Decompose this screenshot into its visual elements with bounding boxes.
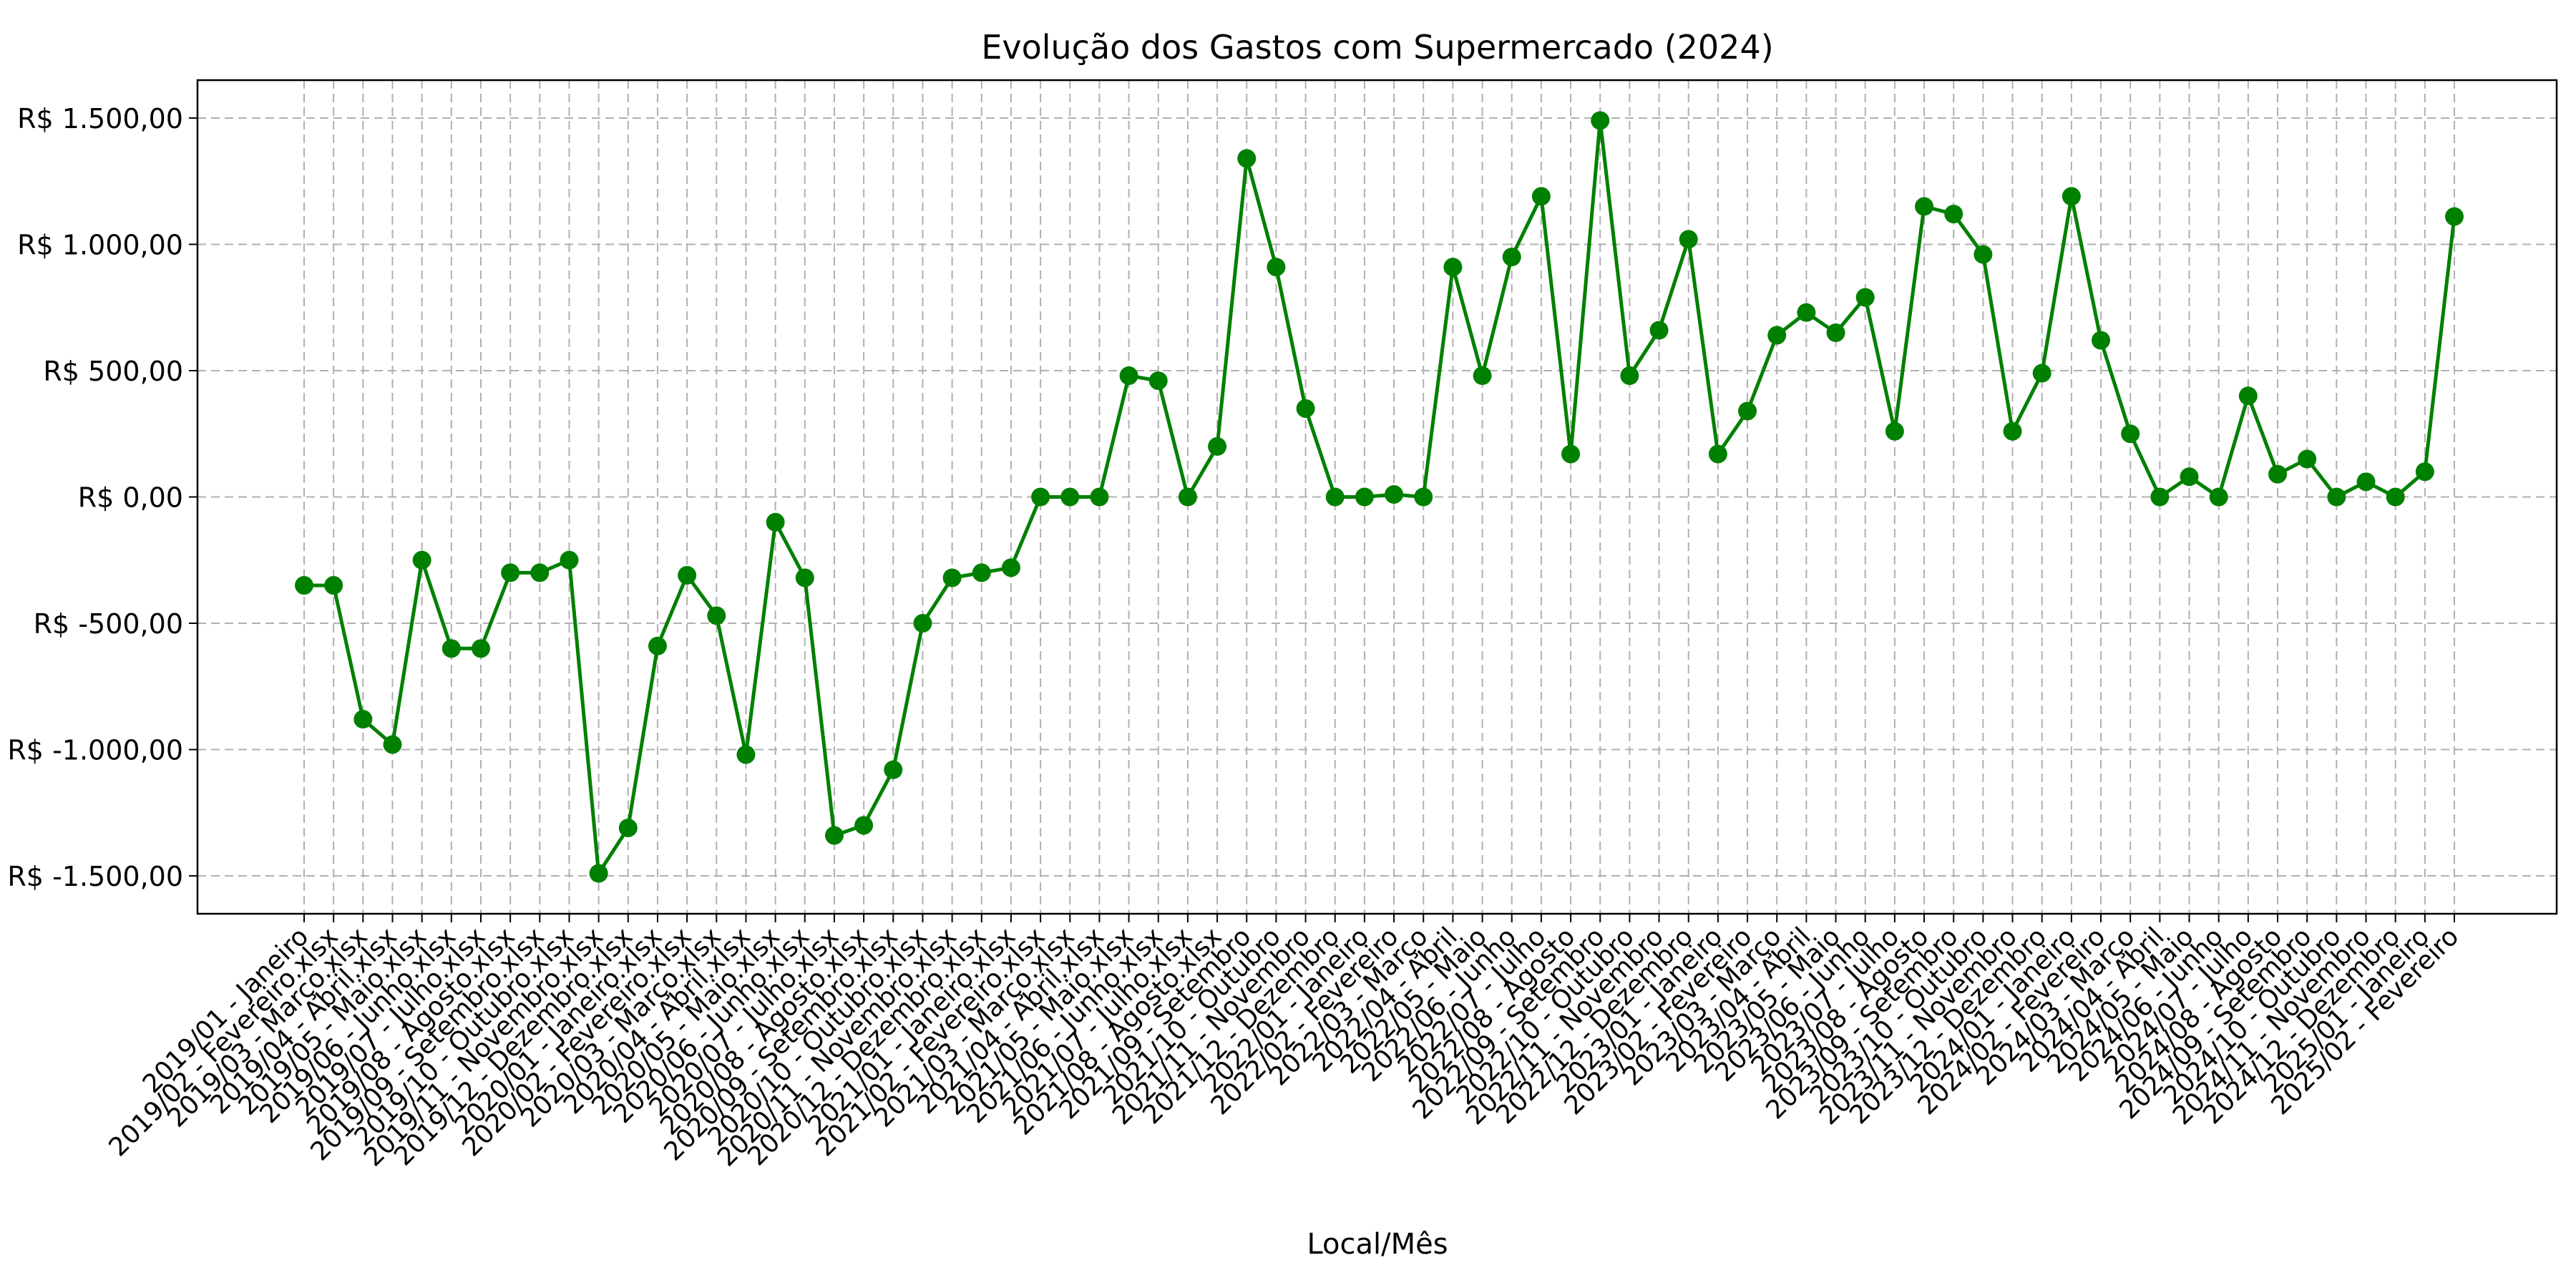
data-point [1826,323,1845,343]
data-point [618,818,638,837]
y-tick-label: R$ -1.000,00 [7,735,183,766]
data-point [2386,487,2405,507]
data-point [1767,326,1787,345]
data-point [1738,401,1757,421]
data-point [1591,111,1610,130]
data-point [824,826,844,845]
y-tick-label: R$ -500,00 [34,608,183,640]
data-point [1708,444,1727,464]
data-point [1620,366,1639,386]
data-point [1649,321,1669,340]
chart-title: Evolução dos Gastos com Supermercado (20… [981,28,1773,67]
data-point [1855,288,1875,307]
data-point [560,550,579,570]
data-point [2327,487,2346,507]
y-tick-label: R$ 500,00 [43,356,183,387]
data-point [2445,207,2464,226]
data-point [2003,421,2022,441]
data-point [2121,424,2140,444]
y-axis: R$ -1.500,00 R$ -1.000,00 R$ -500,00 R$ 0,0… [7,103,197,892]
data-point [2415,462,2434,482]
data-point [412,550,431,570]
data-point [1148,371,1168,391]
data-point [1090,487,1109,507]
x-axis-label: Local/Mês [1307,1228,1448,1261]
data-point [2298,449,2317,469]
data-point [972,563,991,582]
data-point [1885,421,1904,441]
data-point [1178,487,1197,507]
y-tick-label: R$ 0,00 [78,482,183,514]
data-point [2150,487,2170,507]
data-point [2268,464,2288,484]
data-point [530,563,550,582]
y-tick-label: R$ -1.500,00 [7,861,183,892]
data-point [648,636,667,655]
data-point [1679,230,1698,249]
data-point [2356,472,2376,492]
data-point [353,710,373,729]
data-point [1119,366,1138,386]
data-point [1031,487,1050,507]
data-point [1502,248,1521,267]
data-point [1325,487,1345,507]
data-point [1974,245,1993,264]
data-point [707,606,726,625]
data-point [854,816,874,835]
y-tick-label: R$ 1.000,00 [17,229,183,260]
data-point [324,576,343,595]
data-point [2209,487,2228,507]
data-point [1915,197,1934,216]
data-point [441,639,461,658]
data-point [913,614,932,633]
data-point [795,568,814,587]
data-point [1443,258,1463,277]
data-point [1355,487,1374,507]
data-point [884,760,903,779]
data-point [942,568,962,587]
data-point [2238,386,2258,406]
data-point [2032,364,2051,383]
grid [197,80,2557,914]
data-point [1237,149,1257,168]
series-line [304,119,2457,875]
data-point [1267,258,1286,277]
data-point [2180,467,2199,487]
data-point [2062,187,2081,206]
data-point [1561,444,1581,464]
y-tick-label: R$ 1.500,00 [17,103,183,135]
data-point [736,745,756,764]
data-point [383,735,402,754]
data-point [1531,187,1551,206]
data-point [589,864,608,883]
data-point [1385,484,1404,504]
data-point [1296,399,1315,418]
data-point [1473,366,1492,386]
data-point [1797,303,1816,322]
data-point [678,565,697,585]
data-point [766,512,785,532]
data-point [1060,487,1080,507]
data-point [501,563,520,582]
data-point [1001,558,1020,577]
data-point [471,639,490,658]
data-point [1208,436,1227,456]
data-points [295,111,2464,883]
plot-frame [196,79,2558,915]
data-point [1944,205,1963,224]
data-point [1414,487,1433,507]
data-point [2092,331,2111,350]
data-point [295,576,313,595]
